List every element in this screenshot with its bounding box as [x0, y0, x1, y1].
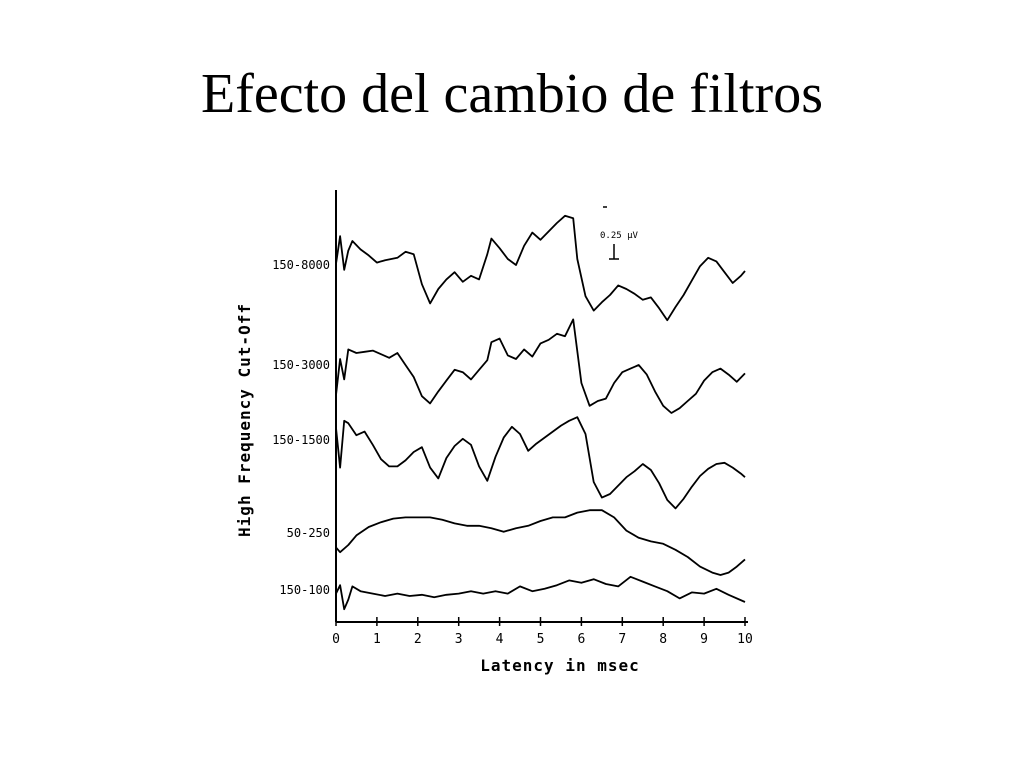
trace-labels: 150-8000 150-3000 150-1500 50-250 150-100 — [272, 258, 330, 597]
trace-line-150-1500 — [335, 416, 746, 510]
trace-label-150-8000: 150-8000 — [272, 258, 330, 272]
axes — [335, 190, 748, 623]
x-axis-label: Latency in msec — [480, 656, 640, 675]
x-tick-label: 7 — [618, 632, 626, 647]
trace-line-150-8000 — [335, 214, 746, 322]
x-tick-label: 2 — [414, 632, 422, 647]
trace-line-50-250 — [335, 509, 746, 576]
trace-label-150-100: 150-100 — [279, 583, 330, 597]
x-tick-label: 10 — [737, 632, 753, 647]
x-tick-label: 1 — [373, 632, 381, 647]
trace-line-150-3000 — [335, 318, 746, 414]
x-tick-labels: 0 1 2 3 4 5 6 7 8 9 10 — [332, 632, 753, 647]
x-tick-label: 8 — [659, 632, 667, 647]
scale-bar: 0.25 µV — [600, 206, 639, 260]
x-ticks — [335, 617, 746, 626]
x-tick-label: 4 — [496, 632, 504, 647]
x-tick-label: 6 — [577, 632, 585, 647]
x-tick-label: 3 — [455, 632, 463, 647]
trace-label-150-1500: 150-1500 — [272, 433, 330, 447]
y-axis-label: High Frequency Cut-Off — [235, 303, 254, 537]
trace-line-150-100 — [335, 575, 746, 611]
scale-bar-label: 0.25 µV — [600, 231, 639, 241]
trace-label-50-250: 50-250 — [287, 526, 330, 540]
x-tick-label: 9 — [700, 632, 708, 647]
x-tick-label: 0 — [332, 632, 340, 647]
slide-title: Efecto del cambio de filtros — [201, 63, 823, 125]
traces — [335, 214, 746, 611]
x-tick-label: 5 — [537, 632, 545, 647]
trace-label-150-3000: 150-3000 — [272, 358, 330, 372]
